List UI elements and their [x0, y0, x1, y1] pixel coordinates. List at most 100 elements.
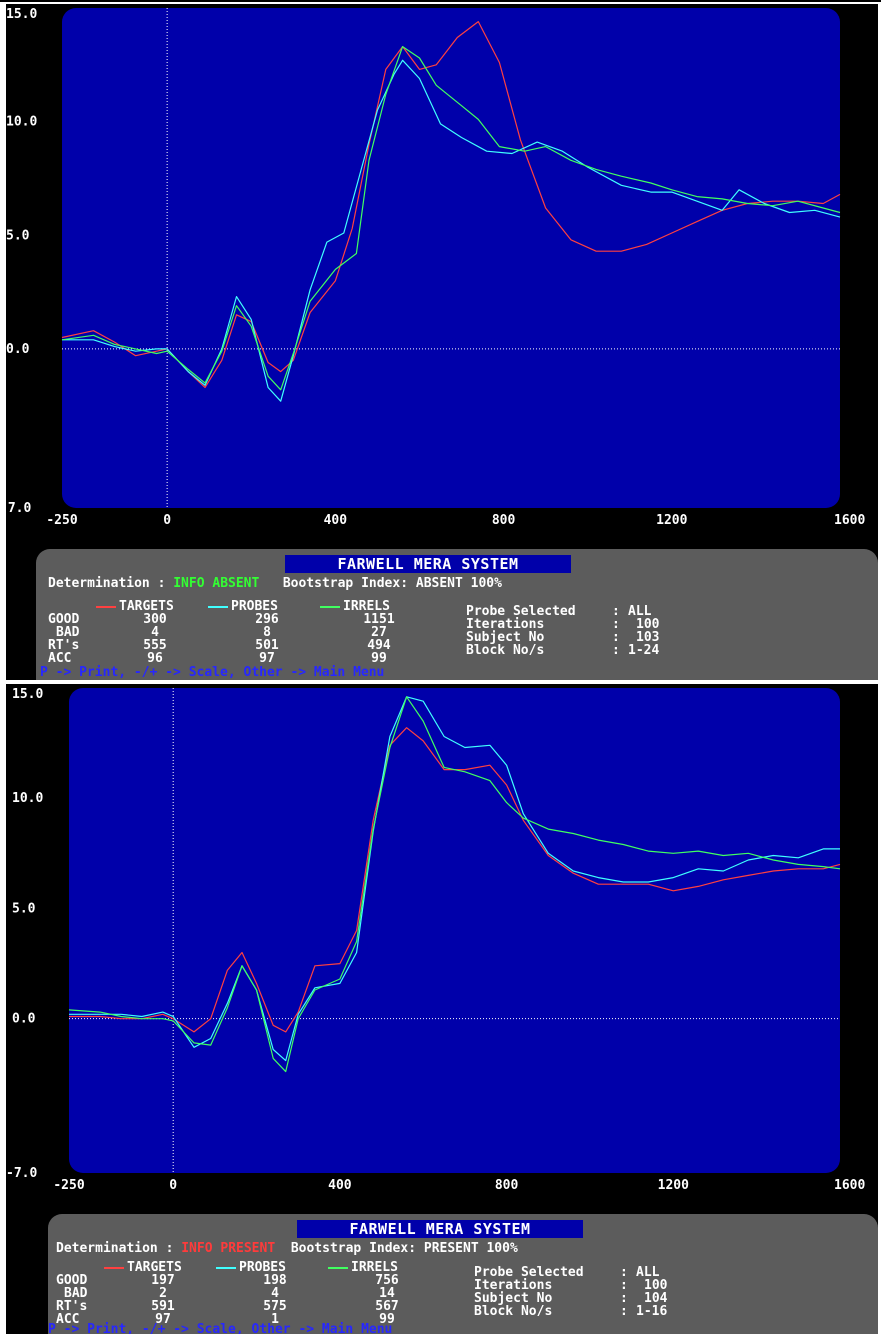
cell-rt-targets: 555: [143, 638, 167, 653]
determination-value: INFO ABSENT: [173, 576, 260, 591]
legend-probes: PROBES: [208, 599, 278, 614]
determination-row: Determination : INFO PRESENT Bootstrap I…: [56, 1242, 518, 1255]
x-tick-label: -250: [53, 1178, 84, 1193]
keyboard-hint[interactable]: P -> Print, -/+ -> Scale, Other -> Main …: [40, 665, 385, 680]
info-subject-label: Subject No: [474, 1291, 553, 1306]
cell-good-targets: 300: [143, 612, 167, 627]
cell-rt-probes: 501: [255, 638, 279, 653]
legend-swatch-irrels: [320, 605, 340, 608]
info-iterations-label: Iterations: [474, 1278, 553, 1293]
legend-probes: PROBES: [216, 1260, 286, 1275]
legend-label: TARGETS: [127, 1260, 182, 1275]
info-colon: :: [612, 617, 620, 632]
plot-area: [62, 8, 840, 508]
results-panel-1: FARWELL MERA SYSTEM Determination : INFO…: [36, 549, 878, 680]
keyboard-hint[interactable]: P -> Print, -/+ -> Scale, Other -> Main …: [48, 1322, 393, 1334]
info-subject-value: 103: [636, 630, 660, 645]
cell-good-irrels: 1151: [363, 612, 395, 627]
y-tick-label: 0.0: [6, 342, 30, 357]
series-line-probes: [62, 59, 841, 402]
cell-bad-irrels: 27: [371, 625, 387, 640]
info-probe-value: ALL: [628, 604, 652, 619]
cell-acc-irrels: 99: [379, 1312, 395, 1327]
info-iterations-label: Iterations: [466, 617, 545, 632]
bootstrap-index: Bootstrap Index: PRESENT 100%: [290, 1241, 518, 1256]
row-label-good: GOOD: [48, 612, 80, 627]
legend-swatch-probes: [216, 1266, 236, 1269]
info-probe-label: Probe Selected: [466, 604, 576, 619]
info-colon: :: [620, 1291, 628, 1306]
legend-label: IRRELS: [343, 599, 390, 614]
panel-title: FARWELL MERA SYSTEM: [285, 555, 571, 573]
legend-swatch-targets: [96, 605, 116, 608]
erp-chart-1: 15.0 10.0 5.0 0.0 -7.0 -250 0 400 800 1200 1600: [6, 7, 865, 528]
x-tick-label: -250: [46, 513, 77, 528]
x-tick-label: 1200: [658, 1178, 689, 1193]
determination-label: Determination :: [48, 576, 174, 591]
info-colon: :: [612, 604, 620, 619]
legend-irrels: IRRELS: [320, 599, 390, 614]
y-tick-label: 10.0: [12, 791, 43, 806]
bootstrap-index: Bootstrap Index: ABSENT 100%: [282, 576, 502, 591]
cell-rt-irrels: 494: [367, 638, 391, 653]
x-tick-label: 0: [169, 1178, 177, 1193]
legend-swatch-targets: [104, 1266, 124, 1269]
info-subject-value: 104: [644, 1291, 668, 1306]
determination-row: Determination : INFO ABSENT Bootstrap In…: [48, 577, 502, 590]
info-colon: :: [612, 643, 620, 658]
legend-swatch-irrels: [328, 1266, 348, 1269]
legend-label: TARGETS: [119, 599, 174, 614]
y-tick-label: 15.0: [6, 7, 37, 22]
cell-rt-probes: 575: [263, 1299, 287, 1314]
x-tick-label: 400: [324, 513, 348, 528]
cell-bad-probes: 8: [263, 625, 271, 640]
info-block-value: 1-24: [628, 643, 660, 658]
legend-label: PROBES: [231, 599, 278, 614]
legend-targets: TARGETS: [96, 599, 174, 614]
x-tick-label: 1600: [834, 1178, 865, 1193]
info-iterations-value: 100: [644, 1278, 668, 1293]
determination-value: INFO PRESENT: [181, 1241, 276, 1256]
cell-rt-targets: 591: [151, 1299, 175, 1314]
row-label-acc: ACC: [56, 1312, 80, 1327]
cell-good-probes: 198: [263, 1273, 287, 1288]
cell-bad-targets: 4: [151, 625, 159, 640]
y-tick-label: 15.0: [12, 687, 43, 702]
y-tick-label: 0.0: [12, 1012, 36, 1027]
legend-targets: TARGETS: [104, 1260, 182, 1275]
info-colon: :: [620, 1278, 628, 1293]
panel-title: FARWELL MERA SYSTEM: [297, 1220, 583, 1238]
erp-chart-2: 15.0 10.0 5.0 0.0 -7.0 -250 0 400 800 1200 1600: [6, 687, 865, 1193]
info-block-label: Block No/s: [466, 643, 545, 658]
y-tick-label: -7.0: [6, 1166, 37, 1181]
info-block-label: Block No/s: [474, 1304, 553, 1319]
y-tick-label: 5.0: [6, 228, 30, 243]
legend-swatch-probes: [208, 605, 228, 608]
info-probe-label: Probe Selected: [474, 1265, 584, 1280]
info-subject-label: Subject No: [466, 630, 545, 645]
determination-label: Determination :: [56, 1241, 182, 1256]
row-label-rt: RT's: [56, 1299, 88, 1314]
cell-rt-irrels: 567: [375, 1299, 399, 1314]
info-probe-value: ALL: [636, 1265, 660, 1280]
row-label-acc: ACC: [48, 651, 72, 666]
cell-bad-probes: 4: [271, 1286, 279, 1301]
x-tick-label: 1200: [656, 513, 687, 528]
info-colon: :: [620, 1265, 628, 1280]
info-colon: :: [612, 630, 620, 645]
y-tick-label: 10.0: [6, 115, 37, 130]
series-line-targets: [69, 727, 841, 1033]
cell-acc-targets: 96: [147, 651, 163, 666]
y-tick-label: 5.0: [12, 901, 36, 916]
cell-acc-targets: 97: [155, 1312, 171, 1327]
plot-area: [69, 688, 840, 1173]
x-tick-label: 800: [492, 513, 516, 528]
legend-label: IRRELS: [351, 1260, 398, 1275]
row-label-bad: BAD: [56, 625, 80, 640]
cell-acc-probes: 97: [259, 651, 275, 666]
series-line-irrels: [68, 696, 841, 1073]
x-tick-label: 400: [328, 1178, 352, 1193]
erp-screen-1: 15.0 10.0 5.0 0.0 -7.0 -250 0 400 800 1200 1600 FA…: [6, 4, 878, 680]
legend-label: PROBES: [239, 1260, 286, 1275]
cell-acc-probes: 1: [271, 1312, 279, 1327]
